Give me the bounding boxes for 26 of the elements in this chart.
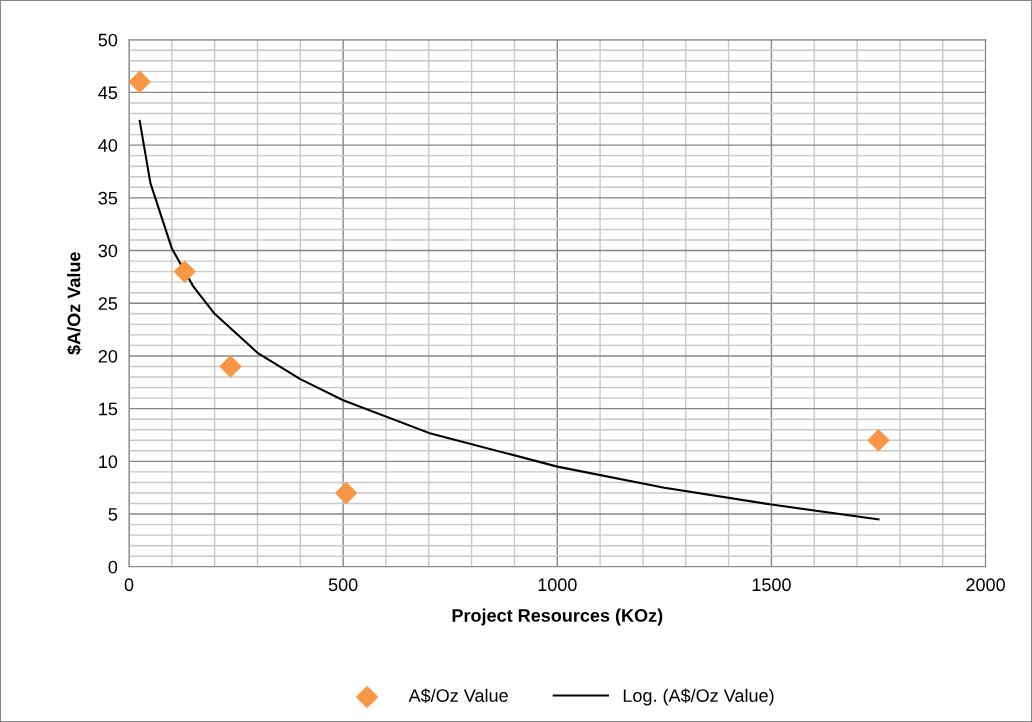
x-tick-label: 1000 — [538, 578, 577, 592]
point — [867, 429, 890, 452]
y-tick-label: 0 — [108, 560, 118, 574]
x-tick-label: 1500 — [752, 578, 791, 592]
y-tick-label: 50 — [98, 33, 118, 47]
y-axis-title: $A/Oz Value — [66, 252, 82, 355]
point — [219, 355, 242, 378]
legend-label: A$/Oz Value — [408, 688, 508, 704]
x-axis-title: Project Resources (KOz) — [452, 608, 663, 626]
x-tick-label: 0 — [124, 578, 134, 592]
x-tick-label: 500 — [328, 578, 358, 592]
y-tick-label: 15 — [99, 402, 118, 416]
y-tick-label: 30 — [98, 244, 118, 258]
y-tick-label: 5 — [108, 508, 118, 521]
y-tick-label: 20 — [98, 349, 118, 363]
point — [129, 70, 151, 93]
x-tick-label: 2000 — [966, 578, 1005, 592]
point — [335, 481, 358, 504]
y-tick-label: 45 — [98, 86, 118, 100]
y-tick-label: 10 — [99, 455, 118, 469]
point — [173, 260, 196, 283]
y-tick-label: 35 — [98, 191, 118, 205]
y-tick-label: 25 — [98, 297, 118, 310]
line-series — [138, 119, 880, 521]
legend-label: Log. (A$/Oz Value) — [623, 688, 774, 706]
y-tick-label: 40 — [98, 139, 118, 152]
